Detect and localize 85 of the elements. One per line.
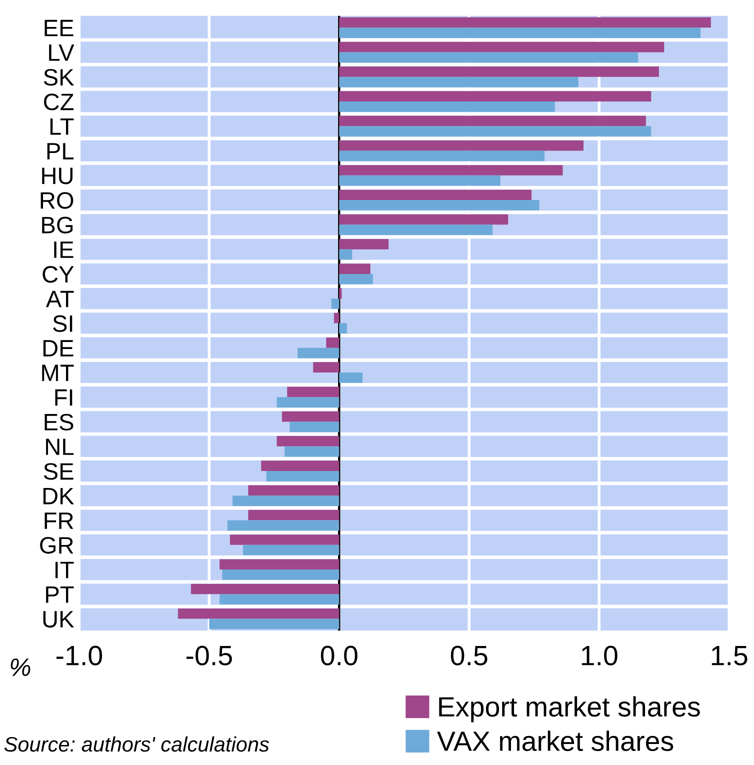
y-tick-label: CZ — [44, 94, 74, 110]
bar — [266, 471, 340, 482]
y-tick-label: PL — [47, 143, 74, 160]
y-tick-label: LT — [50, 118, 74, 135]
bar — [334, 312, 340, 324]
bar — [339, 200, 540, 210]
y-tick-label: EE — [44, 20, 74, 36]
bar — [232, 496, 340, 506]
bar — [339, 190, 532, 200]
y-tick-label: RO — [40, 192, 74, 209]
bar — [339, 224, 493, 236]
y-tick-label: SK — [44, 68, 74, 86]
bar — [220, 559, 340, 570]
bar — [339, 116, 646, 126]
y-tick-label: CY — [42, 266, 74, 283]
y-tick-label: NL — [46, 438, 74, 455]
y-tick-label: DK — [43, 488, 74, 504]
bar — [339, 76, 578, 88]
y-tick-label: SI — [53, 315, 72, 332]
bar — [339, 175, 500, 186]
x-tick-label: -1.0 — [56, 646, 102, 666]
x-tick-label: 0.5 — [450, 646, 488, 666]
y-tick-label: SE — [44, 463, 74, 480]
y-tick-label: PT — [46, 586, 74, 603]
bar — [339, 102, 555, 112]
bar — [339, 52, 638, 63]
bar — [339, 372, 363, 383]
source-note: Source: authors' calculations — [4, 736, 270, 752]
bar — [276, 436, 340, 446]
bar — [248, 485, 340, 496]
bar — [339, 288, 342, 299]
bar — [222, 570, 340, 580]
bar — [248, 510, 340, 520]
bar — [339, 264, 370, 274]
bar — [276, 397, 340, 408]
bar — [209, 618, 340, 630]
bar — [242, 544, 340, 556]
bar — [282, 411, 340, 422]
y-tick-label: LV — [49, 44, 74, 61]
y-tick-label: IE — [54, 242, 74, 258]
y-tick-label: DE — [43, 340, 74, 356]
bar — [190, 584, 340, 594]
y-tick-label: HU — [42, 168, 72, 184]
x-tick-label: -0.5 — [186, 646, 232, 666]
bar — [339, 274, 373, 284]
bar — [339, 42, 664, 52]
bar — [287, 386, 340, 398]
bar — [178, 608, 340, 619]
bar — [339, 214, 508, 225]
bar — [339, 165, 563, 176]
bar — [339, 323, 347, 334]
bar — [339, 91, 652, 102]
x-tick-label: 1.5 — [712, 646, 748, 666]
bar — [339, 28, 701, 38]
x-axis-title: % — [10, 658, 30, 676]
bar — [284, 446, 340, 457]
bar — [313, 362, 340, 372]
y-tick-label: AT — [46, 290, 74, 308]
bar — [339, 249, 352, 260]
y-tick-label: FR — [44, 512, 74, 529]
legend-label: Export market shares — [439, 696, 700, 722]
bar — [339, 17, 711, 28]
bar — [339, 140, 584, 151]
bar — [331, 298, 340, 309]
y-tick-label: ES — [44, 414, 74, 431]
y-tick-label: BG — [42, 216, 73, 234]
bar — [339, 238, 389, 250]
bar — [339, 150, 545, 162]
bar — [339, 66, 659, 77]
legend-label: VAX market shares — [437, 730, 674, 752]
bar — [227, 520, 340, 531]
y-tick-label: GR — [40, 536, 74, 554]
x-tick-label: 1.0 — [582, 646, 618, 666]
bar — [298, 348, 340, 358]
bar — [220, 594, 340, 605]
bar — [339, 126, 652, 136]
bar — [326, 338, 340, 348]
bar — [261, 460, 340, 472]
x-tick-label: 0.0 — [320, 646, 358, 666]
bar — [290, 422, 340, 432]
y-tick-label: FI — [55, 389, 72, 406]
y-tick-label: IT — [56, 562, 74, 578]
y-tick-label: UK — [43, 611, 74, 628]
y-tick-label: MT — [42, 364, 74, 382]
bar — [230, 534, 340, 545]
